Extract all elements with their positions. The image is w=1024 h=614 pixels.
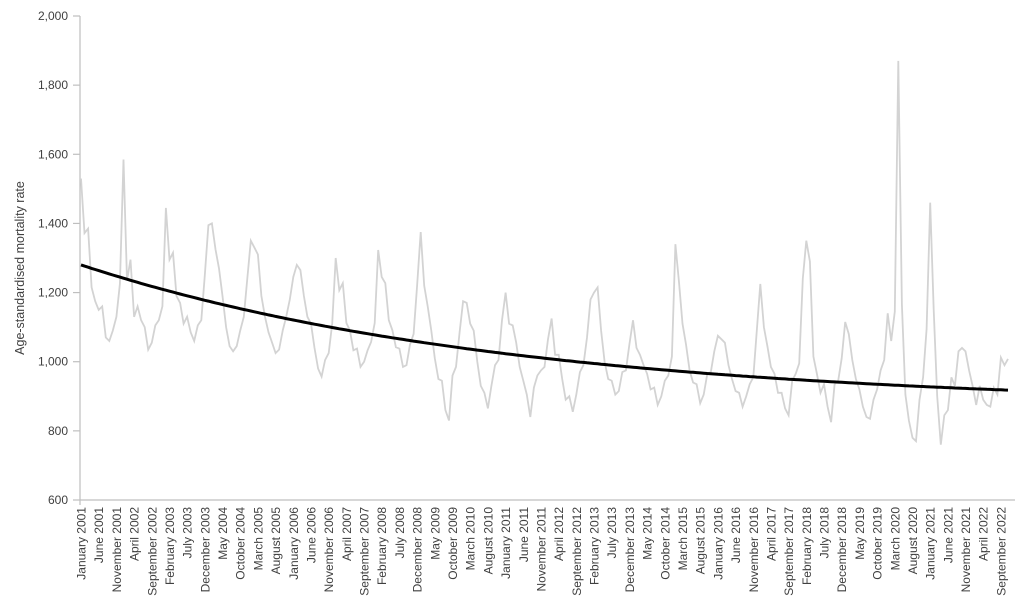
y-tick-label: 1,600 — [38, 147, 68, 161]
x-tick-label: June 2016 — [729, 507, 743, 563]
x-tick-label: August 2020 — [906, 507, 920, 575]
x-tick-label: June 2006 — [304, 507, 318, 563]
x-tick-label: March 2005 — [251, 507, 265, 571]
y-tick-label: 800 — [48, 424, 68, 438]
y-axis-title: Age-standardised mortality rate — [13, 181, 27, 355]
y-tick-label: 1,400 — [38, 216, 68, 230]
x-tick-label: November 2016 — [747, 507, 761, 593]
x-tick-label: May 2009 — [428, 507, 442, 560]
x-tick-label: August 2005 — [269, 507, 283, 575]
x-tick-label: February 2008 — [375, 507, 389, 585]
trend-line — [80, 263, 1009, 392]
x-tick-label: February 2003 — [163, 507, 177, 585]
x-tick-label: March 2020 — [888, 507, 902, 571]
x-tick-label: July 2003 — [181, 507, 195, 559]
x-tick-label: February 2013 — [588, 507, 602, 585]
y-tick-label: 1,800 — [38, 78, 68, 92]
x-tick-label: September 2022 — [994, 507, 1008, 596]
x-tick-label: June 2021 — [941, 507, 955, 563]
x-tick-label: December 2013 — [623, 507, 637, 593]
y-tick-label: 1,000 — [38, 355, 68, 369]
x-tick-label: September 2007 — [358, 507, 372, 596]
x-tick-label: April 2002 — [128, 507, 142, 561]
x-tick-label: May 2019 — [853, 507, 867, 560]
x-tick-label: January 2016 — [711, 507, 725, 580]
x-tick-label: April 2007 — [340, 507, 354, 561]
y-tick-label: 1,200 — [38, 286, 68, 300]
x-tick-label: March 2015 — [676, 507, 690, 571]
x-tick-label: October 2014 — [658, 507, 672, 580]
x-tick-label: October 2004 — [234, 507, 248, 580]
x-tick-label: April 2017 — [764, 507, 778, 561]
x-tick-label: April 2022 — [977, 507, 991, 561]
x-tick-label: October 2009 — [446, 507, 460, 580]
x-tick-label: September 2017 — [782, 507, 796, 596]
x-tick-label: January 2011 — [499, 507, 513, 579]
y-tick-label: 600 — [48, 493, 68, 507]
monthly-mortality-series-line — [80, 60, 1009, 445]
x-tick-label: July 2008 — [393, 507, 407, 559]
x-tick-label: November 2011 — [534, 507, 548, 592]
x-tick-label: May 2014 — [641, 507, 655, 560]
x-tick-label: January 2001 — [75, 507, 89, 580]
x-tick-label: November 2021 — [959, 507, 973, 593]
x-tick-label: May 2004 — [216, 507, 230, 560]
x-tick-label: September 2002 — [145, 507, 159, 596]
x-tick-label: June 2011 — [517, 507, 531, 562]
x-tick-label: April 2012 — [552, 507, 566, 561]
x-tick-label: August 2010 — [481, 507, 495, 575]
x-tick-label: November 2006 — [322, 507, 336, 593]
x-tick-label: October 2019 — [871, 507, 885, 580]
x-tick-label: February 2018 — [800, 507, 814, 585]
x-tick-label: August 2015 — [694, 507, 708, 575]
x-tick-label: June 2001 — [92, 507, 106, 563]
x-tick-label: July 2018 — [818, 507, 832, 559]
x-tick-label: January 2006 — [287, 507, 301, 580]
x-tick-label: November 2001 — [110, 507, 124, 593]
x-tick-label: September 2012 — [570, 507, 584, 596]
x-tick-label: December 2018 — [835, 507, 849, 593]
x-tick-label: December 2008 — [411, 507, 425, 593]
y-tick-label: 2,000 — [38, 9, 68, 23]
x-tick-label: March 2010 — [464, 507, 478, 571]
x-tick-label: July 2013 — [605, 507, 619, 559]
x-tick-label: December 2003 — [198, 507, 212, 593]
x-tick-label: January 2021 — [924, 507, 938, 580]
